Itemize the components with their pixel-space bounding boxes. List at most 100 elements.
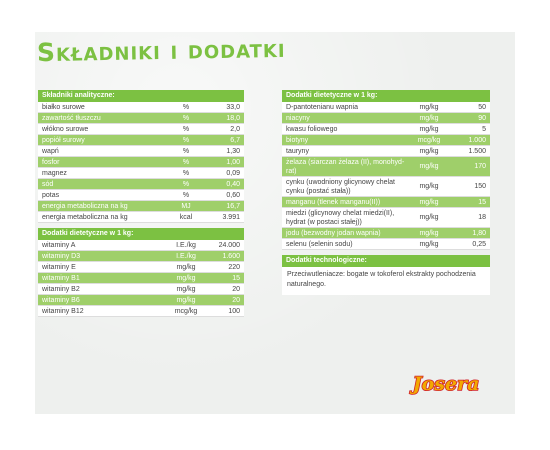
row-unit: I.E./kg xyxy=(176,242,196,249)
row-name: witaminy B2 xyxy=(42,286,80,293)
row-unit: % xyxy=(182,148,190,155)
technological-header: Dodatki technologiczne: xyxy=(282,255,490,267)
row-name: magnez xyxy=(42,170,67,177)
table-row: wapń% 1,30 xyxy=(38,146,244,157)
table-row: biotyny mcg/kg 1.000 xyxy=(282,135,490,146)
table-row: manganu (tlenek manganu(II)) mg/kg 15 xyxy=(282,197,490,208)
table-row: jodu (bezwodny jodan wapnia) mg/kg 1,80 xyxy=(282,228,490,239)
row-name: witaminy D3 xyxy=(42,253,81,260)
row-unit: mg/kg xyxy=(419,163,439,170)
row-unit: mg/kg xyxy=(419,183,439,190)
row-name: witaminy E xyxy=(42,264,76,271)
vitamins-table: witaminy A I.E./kg 24.000 witaminy D3 I.E./k… xyxy=(38,240,244,317)
row-value: 18,0 xyxy=(226,115,240,122)
row-name: fosfor xyxy=(42,159,60,166)
row-name: manganu (tlenek manganu(II)) xyxy=(286,199,381,206)
row-name: niacyny xyxy=(286,115,310,122)
row-unit: mcg/kg xyxy=(417,137,441,144)
table-row: witaminy B6 mg/kg 20 xyxy=(38,295,244,306)
row-name: białko surowe xyxy=(42,104,85,111)
table-row: białko surowe% 33,0 xyxy=(38,102,244,113)
table-row: witaminy B2 mg/kg 20 xyxy=(38,284,244,295)
row-value: 90 xyxy=(478,115,486,122)
row-value: 6,7 xyxy=(230,137,240,144)
table-row: witaminy B1 mg/kg 15 xyxy=(38,273,244,284)
table-row: D-pantotenianu wapnia mg/kg 50 xyxy=(282,102,490,113)
row-unit: mg/kg xyxy=(419,199,439,206)
table-row: energia metaboliczna na kg MJ 16,7 xyxy=(38,201,244,212)
vitamins-header: Dodatki dietetyczne w 1 kg: xyxy=(38,228,244,240)
table-row: witaminy A I.E./kg 24.000 xyxy=(38,240,244,251)
row-name: witaminy B6 xyxy=(42,297,80,304)
row-value: 100 xyxy=(228,308,240,315)
row-value: 170 xyxy=(474,163,486,170)
table-row: sód% 0,40 xyxy=(38,179,244,190)
row-name: witaminy B1 xyxy=(42,275,80,282)
row-unit: mg/kg xyxy=(419,230,439,237)
additives-header: Dodatki dietetyczne w 1 kg: xyxy=(282,90,490,102)
right-column: Dodatki dietetyczne w 1 kg: D-pantotenia… xyxy=(282,90,490,295)
row-value: 16,7 xyxy=(226,203,240,210)
row-value: 15 xyxy=(232,275,240,282)
row-name: zawartość tłuszczu xyxy=(42,115,101,122)
technological-text: Przeciwutleniacze: bogate w tokoferol ek… xyxy=(282,267,490,295)
row-name: wapń xyxy=(42,148,59,155)
row-unit: % xyxy=(182,126,190,133)
table-row: kwasu foliowego mg/kg 5 xyxy=(282,124,490,135)
row-value: 0,09 xyxy=(226,170,240,177)
row-unit: % xyxy=(182,159,190,166)
table-row: energia metaboliczna na kg kcal 3.991 xyxy=(38,212,244,223)
row-value: 1.000 xyxy=(468,137,486,144)
row-name: potas xyxy=(42,192,60,199)
analytic-table: białko surowe% 33,0 zawartość tłuszczu% 18,… xyxy=(38,102,244,223)
row-unit: mg/kg xyxy=(176,297,196,304)
row-value: 220 xyxy=(228,264,240,271)
table-row: fosfor% 1,00 xyxy=(38,157,244,168)
table-row: magnez% 0,09 xyxy=(38,168,244,179)
row-value: 0,60 xyxy=(226,192,240,199)
row-value: 5 xyxy=(482,126,486,133)
row-unit: mg/kg xyxy=(419,148,439,155)
row-name: biotyny xyxy=(286,137,309,144)
row-unit: % xyxy=(182,170,190,177)
row-unit: mg/kg xyxy=(176,275,196,282)
row-unit: % xyxy=(182,192,190,199)
table-row: niacyny mg/kg 90 xyxy=(282,113,490,124)
table-row: cynku (uwodniony glicynowy chelat cynku … xyxy=(282,177,490,197)
row-unit: mg/kg xyxy=(419,104,439,111)
row-value: 1,80 xyxy=(472,230,486,237)
table-row: witaminy B12 mcg/kg 100 xyxy=(38,306,244,317)
analytic-header: Składniki analityczne: xyxy=(38,90,244,102)
row-name: tauryny xyxy=(286,148,309,155)
table-row: witaminy E mg/kg 220 xyxy=(38,262,244,273)
row-value: 24.000 xyxy=(218,242,240,249)
row-name: sód xyxy=(42,181,54,188)
row-name: selenu (selenin sodu) xyxy=(286,241,353,248)
row-value: 0,40 xyxy=(226,181,240,188)
table-row: miedzi (glicynowy chelat miedzi(II), hyd… xyxy=(282,208,490,228)
row-name: energia metaboliczna na kg xyxy=(42,214,128,221)
row-name: włókno surowe xyxy=(42,126,89,133)
row-value: 150 xyxy=(474,183,486,190)
row-value: 2,0 xyxy=(230,126,240,133)
row-value: 50 xyxy=(478,104,486,111)
row-name: D-pantotenianu wapnia xyxy=(286,104,358,111)
table-row: zawartość tłuszczu% 18,0 xyxy=(38,113,244,124)
row-name: energia metaboliczna na kg xyxy=(42,203,128,210)
row-value: 0,25 xyxy=(472,241,486,248)
row-unit: % xyxy=(182,181,190,188)
table-row: tauryny mg/kg 1.500 xyxy=(282,146,490,157)
logo-text: Josera xyxy=(410,373,480,395)
left-column: Składniki analityczne: białko surowe% 33,… xyxy=(38,90,244,317)
row-name: cynku (uwodniony glicynowy chelat cynku … xyxy=(286,178,395,195)
row-unit: % xyxy=(182,104,190,111)
table-row: włókno surowe% 2,0 xyxy=(38,124,244,135)
row-name: miedzi (glicynowy chelat miedzi(II), hyd… xyxy=(286,209,395,226)
row-value: 1.500 xyxy=(468,148,486,155)
row-value: 1.600 xyxy=(222,253,240,260)
row-unit: mg/kg xyxy=(419,115,439,122)
row-value: 1,00 xyxy=(226,159,240,166)
row-value: 33,0 xyxy=(226,104,240,111)
page-title: Składniki i dodatki xyxy=(36,33,286,68)
row-unit: mg/kg xyxy=(419,126,439,133)
